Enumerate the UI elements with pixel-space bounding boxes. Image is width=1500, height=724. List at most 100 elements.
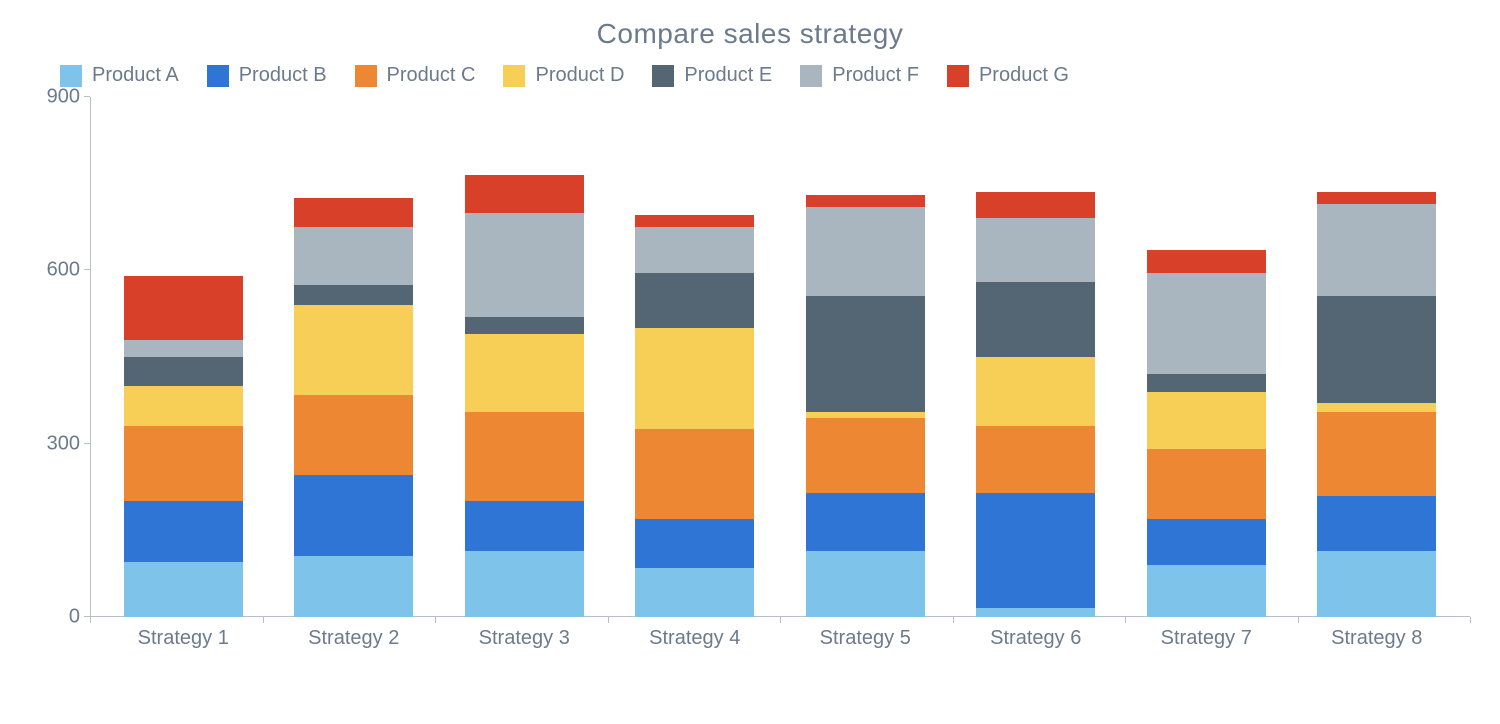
bar-segment[interactable] (976, 426, 1095, 492)
bar-segment[interactable] (124, 562, 243, 617)
bar-segment[interactable] (1317, 192, 1436, 204)
bar-slot (269, 97, 440, 617)
stacked-bar[interactable] (806, 97, 925, 617)
legend-swatch (652, 65, 674, 87)
bar-segment[interactable] (806, 195, 925, 207)
bar-segment[interactable] (1147, 392, 1266, 450)
bar-segment[interactable] (1147, 374, 1266, 391)
stacked-bar[interactable] (1147, 97, 1266, 617)
bar-segment[interactable] (806, 207, 925, 297)
bar-segment[interactable] (1147, 565, 1266, 617)
y-tick-mark (84, 616, 90, 617)
stacked-bar[interactable] (294, 97, 413, 617)
x-tick-mark (608, 617, 609, 623)
legend-item[interactable]: Product C (355, 64, 476, 87)
stacked-bar[interactable] (465, 97, 584, 617)
bar-segment[interactable] (124, 426, 243, 501)
bar-segment[interactable] (1317, 551, 1436, 617)
bar-segment[interactable] (1147, 250, 1266, 273)
bar-segment[interactable] (294, 227, 413, 285)
legend-item[interactable]: Product A (60, 64, 179, 87)
bar-slot (610, 97, 781, 617)
bar-segment[interactable] (465, 175, 584, 213)
bar-segment[interactable] (635, 429, 754, 519)
bar-segment[interactable] (806, 418, 925, 493)
bar-segment[interactable] (465, 213, 584, 317)
bar-segment[interactable] (294, 305, 413, 395)
stacked-bar[interactable] (976, 97, 1095, 617)
bar-segment[interactable] (806, 493, 925, 551)
bar-segment[interactable] (124, 276, 243, 340)
x-axis-label: Strategy 2 (269, 617, 440, 650)
bar-segment[interactable] (976, 218, 1095, 282)
bar-segment[interactable] (294, 285, 413, 305)
y-tick-mark (84, 443, 90, 444)
chart-title: Compare sales strategy (0, 0, 1500, 58)
bar-slot (951, 97, 1122, 617)
bar-segment[interactable] (1147, 449, 1266, 518)
bar-segment[interactable] (465, 317, 584, 334)
bar-segment[interactable] (635, 215, 754, 227)
bar-slot (439, 97, 610, 617)
bar-segment[interactable] (976, 282, 1095, 357)
bar-segment[interactable] (1147, 273, 1266, 374)
x-axis-label: Strategy 7 (1121, 617, 1292, 650)
bar-segment[interactable] (635, 568, 754, 617)
bar-segment[interactable] (294, 475, 413, 556)
x-axis-label: Strategy 1 (98, 617, 269, 650)
x-tick-mark (953, 617, 954, 623)
legend-swatch (355, 65, 377, 87)
legend-swatch (800, 65, 822, 87)
bar-segment[interactable] (294, 395, 413, 476)
bar-segment[interactable] (635, 227, 754, 273)
legend-item[interactable]: Product B (207, 64, 327, 87)
y-tick-mark (84, 269, 90, 270)
legend-item[interactable]: Product G (947, 64, 1069, 87)
y-tick-label: 300 (47, 432, 90, 455)
x-tick-mark (780, 617, 781, 623)
bar-segment[interactable] (124, 340, 243, 357)
bar-segment[interactable] (124, 357, 243, 386)
bar-segment[interactable] (124, 386, 243, 426)
bar-segment[interactable] (635, 273, 754, 328)
stacked-bar[interactable] (124, 97, 243, 617)
bar-segment[interactable] (465, 551, 584, 617)
bar-segment[interactable] (635, 328, 754, 429)
plot-area: 0300600900 (90, 97, 1470, 617)
legend-label: Product G (979, 64, 1069, 87)
x-tick-mark (1298, 617, 1299, 623)
bar-segment[interactable] (976, 608, 1095, 617)
stacked-bar[interactable] (635, 97, 754, 617)
y-tick-label: 600 (47, 259, 90, 282)
legend-label: Product D (535, 64, 624, 87)
x-axis-label: Strategy 8 (1292, 617, 1463, 650)
bar-segment[interactable] (1317, 496, 1436, 551)
bar-segment[interactable] (465, 412, 584, 502)
bar-segment[interactable] (465, 334, 584, 412)
bar-segment[interactable] (976, 493, 1095, 609)
legend-item[interactable]: Product F (800, 64, 919, 87)
bar-segment[interactable] (1317, 296, 1436, 403)
legend-item[interactable]: Product D (503, 64, 624, 87)
legend-label: Product F (832, 64, 919, 87)
y-tick-label: 0 (69, 606, 90, 629)
stacked-bar[interactable] (1317, 97, 1436, 617)
legend-swatch (503, 65, 525, 87)
bar-segment[interactable] (1317, 204, 1436, 296)
bar-segment[interactable] (1317, 403, 1436, 412)
bar-segment[interactable] (1317, 412, 1436, 496)
x-tick-mark (435, 617, 436, 623)
bar-segment[interactable] (465, 501, 584, 550)
bar-segment[interactable] (124, 501, 243, 562)
bar-segment[interactable] (806, 296, 925, 412)
bar-segment[interactable] (806, 551, 925, 617)
bar-segment[interactable] (976, 357, 1095, 426)
legend-item[interactable]: Product E (652, 64, 772, 87)
legend-swatch (947, 65, 969, 87)
bar-segment[interactable] (976, 192, 1095, 218)
bar-segment[interactable] (1147, 519, 1266, 565)
bar-segment[interactable] (635, 519, 754, 568)
bar-segment[interactable] (294, 198, 413, 227)
bar-slot (1292, 97, 1463, 617)
bar-segment[interactable] (294, 556, 413, 617)
